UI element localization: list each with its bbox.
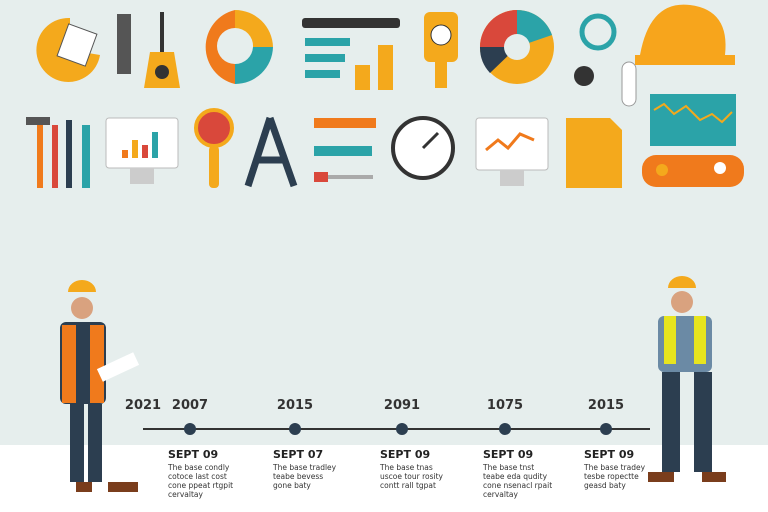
event-year: 2015 (277, 398, 313, 413)
event-year: 2091 (384, 398, 420, 413)
icons-row-1 (36, 4, 735, 107)
event-text: contt rall tgpat (380, 481, 436, 490)
event-date: SEPT 09 (380, 448, 430, 461)
timeline-dot (289, 423, 301, 435)
event-text: teabe bevess (273, 472, 323, 481)
event-text: uscoe tour rosity (380, 472, 444, 481)
timeline-start-label: 2021 (125, 398, 161, 413)
worker-right (648, 276, 726, 482)
event-text: The base tradey (583, 463, 646, 472)
icons-row-2 (26, 94, 744, 188)
footer-band (0, 445, 768, 512)
event-text: The base tnst (482, 463, 534, 472)
event-date: SEPT 09 (168, 448, 218, 461)
event-year: 1075 (487, 398, 523, 413)
event-text: cervaltay (483, 490, 518, 499)
event-text: The base condly (167, 463, 230, 472)
event-text: tesbe ropectte (584, 472, 639, 481)
timeline-dot (499, 423, 511, 435)
timeline-dot (396, 423, 408, 435)
event-text: cotoce last cost (168, 472, 227, 481)
event-date: SEPT 09 (584, 448, 634, 461)
event-text: The base tnas (379, 463, 433, 472)
timeline-dot (600, 423, 612, 435)
event-year: 2015 (588, 398, 624, 413)
event-text: The base tradley (272, 463, 337, 472)
event-text: teabe eda qudity (483, 472, 548, 481)
event-year: 2007 (172, 398, 208, 413)
event-text: geasd baty (584, 481, 626, 490)
timeline-dot (184, 423, 196, 435)
event-date: SEPT 09 (483, 448, 533, 461)
event-text: gone baty (273, 481, 311, 490)
worker-left (60, 280, 140, 492)
event-text: cervaltay (168, 490, 203, 499)
event-text: cone ppeat rtgpit (168, 481, 233, 490)
event-text: cone nsenacl rpait (483, 481, 552, 490)
event-date: SEPT 07 (273, 448, 323, 461)
